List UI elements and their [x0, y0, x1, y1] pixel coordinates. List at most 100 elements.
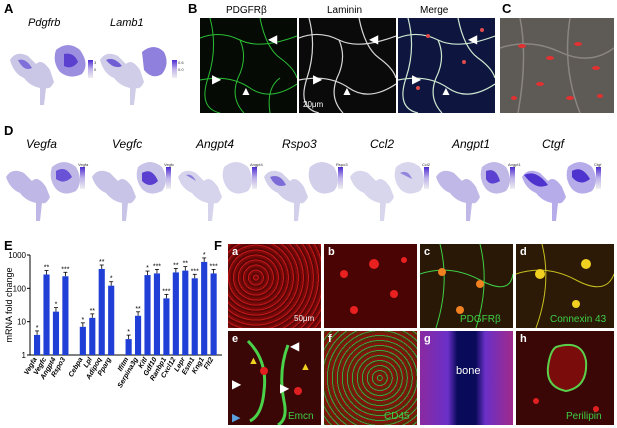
significance-label: ** [173, 262, 179, 269]
bar [89, 317, 96, 355]
tick: 3 [94, 60, 97, 65]
y-tick-label: 10 [17, 318, 26, 327]
significance-label: ** [44, 265, 50, 272]
panel-f-tile-b: b [324, 244, 417, 328]
panel-d-gene-angpt1: Angpt1 [452, 137, 491, 151]
bar [34, 334, 41, 355]
panel-b-label: B [188, 1, 198, 16]
significance-label: *** [210, 263, 218, 270]
panel-b-title-merge: Merge [420, 5, 449, 16]
panel-d-legend-angpt1: Angpt1 [508, 162, 521, 167]
panel-d-row: Vegfa Vegfc Angpt4 Rspo3 Ccl2 Angpt1 Ctg… [0, 137, 617, 227]
category-label: Cebpa [68, 356, 85, 378]
panel-a-colorbar-lamb1-ticks: 0.6 0.0 [178, 59, 184, 73]
panel-c-image [500, 18, 614, 113]
panel-f-tile-a-letter: a [232, 246, 239, 258]
panel-d-legend-vegfc: Vegfc [164, 162, 175, 167]
bar [153, 273, 161, 355]
panel-f-tile-a: a 50μm [228, 244, 321, 328]
panel-a-colorbar-pdgfrb-ticks: 3 0 [94, 59, 96, 73]
significance-label: ** [183, 261, 189, 268]
panel-f-tile-e-letter: e [232, 333, 239, 345]
arrow-icon: ▶ [280, 381, 290, 395]
panel-d-gene-angpt4: Angpt4 [196, 137, 235, 151]
significance-label: *** [61, 266, 69, 273]
panel-b-merge-image: ◀ ▶ ▲ [398, 18, 495, 113]
arrow-icon: ▶ [313, 72, 323, 86]
significance-label: ** [135, 306, 141, 313]
arrow-icon: ▶ [212, 72, 222, 86]
panel-d-gene-vegfa: Vegfa [26, 137, 57, 151]
panel-d-colorbar-ctgf [596, 167, 601, 189]
y-tick-label: 1000 [8, 251, 26, 260]
panel-f-scalebar: 50μm [294, 314, 315, 323]
bar [135, 315, 142, 355]
significance-label: *** [153, 263, 161, 270]
panel-a-umap-pdgfrb [10, 45, 86, 105]
panel-d-colorbar-ccl2 [424, 167, 429, 189]
panel-f-label: F [214, 238, 222, 253]
panel-f-tile-d-letter: d [520, 246, 527, 258]
panel-a-colorbar-lamb1 [172, 60, 177, 78]
bar [163, 298, 170, 355]
bar [79, 326, 86, 355]
significance-label: *** [191, 268, 199, 275]
significance-label: * [127, 329, 130, 336]
panel-f-tile-f-letter: f [328, 333, 332, 345]
panel-a-gene-pdgfrb: Pdgfrb [28, 17, 61, 29]
arrow-icon: ▶ [232, 412, 241, 424]
bar [182, 270, 189, 355]
tick: 0 [94, 67, 97, 72]
y-axis-label: mRNA fold change [4, 267, 14, 342]
panel-f-tile-c-letter: c [424, 246, 431, 258]
panel-d-colorbar-vegfc [166, 167, 171, 189]
tick: 0.0 [178, 67, 184, 72]
arrow-icon: ◀ [369, 32, 379, 46]
significance-label: *** [162, 288, 170, 295]
panel-d-label: D [4, 123, 14, 138]
panel-e-label: E [4, 238, 13, 253]
arrow-icon: ▲ [440, 84, 452, 98]
panel-d-gene-rspo3: Rspo3 [282, 137, 317, 151]
panel-d-legend-vegfa: Vegfa [78, 162, 89, 167]
bar [62, 276, 69, 355]
panel-a-gene-lamb1: Lamb1 [110, 17, 144, 29]
significance-label: * [55, 302, 58, 309]
panel-a-umap-lamb1 [100, 47, 167, 105]
bar [125, 339, 132, 355]
panel-d-colorbar-rspo3 [338, 167, 343, 189]
panel-f-tile-e: ◀ ▶ ▶ ▲ ▲ ▶ e Emcn [228, 331, 321, 425]
triangle-icon: ▲ [248, 355, 259, 367]
y-tick-label: 100 [13, 284, 27, 293]
significance-label: * [110, 276, 113, 283]
category-label: Lpl [83, 356, 95, 370]
panel-b-title-laminin: Laminin [327, 5, 363, 16]
panel-f-tile-g-bone-label: bone [456, 365, 481, 377]
significance-label: * [36, 325, 39, 332]
panel-b-laminin-image: ◀ ▶ ▲ 20μm [299, 18, 396, 113]
panel-f-tile-e-marker: Emcn [288, 411, 314, 422]
bar [43, 274, 50, 355]
panel-f-tile-g-letter: g [424, 333, 431, 345]
panel-f-tile-d: d Connexin 43 [516, 244, 614, 328]
panel-d-legend-ctgf: Ctgf [594, 162, 602, 167]
panel-d-gene-ccl2: Ccl2 [370, 137, 395, 151]
arrow-icon: ▲ [341, 84, 353, 98]
arrow-icon: ◀ [268, 32, 278, 46]
panel-a-label: A [4, 1, 14, 16]
panel-a-colorbar-pdgfrb [88, 60, 93, 78]
panel-d-gene-vegfc: Vegfc [112, 137, 143, 151]
bar [144, 275, 151, 355]
arrow-icon: ▲ [240, 84, 252, 98]
bar [98, 269, 105, 355]
panel-f-tile-b-letter: b [328, 246, 335, 258]
y-tick-label: 1 [22, 351, 27, 360]
bar [172, 272, 179, 355]
panel-f-tile-h-marker: Perilipin [566, 411, 602, 422]
panel-f-tile-d-marker: Connexin 43 [550, 314, 607, 325]
panel-d-colorbar-angpt1 [510, 167, 515, 189]
panel-f-tile-c: c PDGFRβ [420, 244, 513, 328]
triangle-icon: ▲ [300, 361, 311, 373]
panel-f-tile-f: f CD45 [324, 331, 417, 425]
